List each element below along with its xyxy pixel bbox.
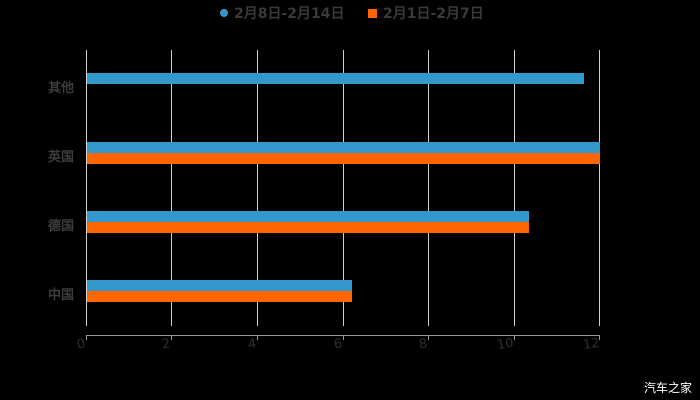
chart-legend: 2月8日-2月14日 2月1日-2月7日: [0, 3, 700, 23]
gridline: [86, 50, 87, 326]
legend-square-icon: [368, 8, 377, 18]
category-label: 德国: [48, 219, 75, 234]
legend-item-week1[interactable]: 2月1日-2月7日: [368, 3, 484, 23]
bar-china-week2[interactable]: [87, 280, 352, 291]
bar-germany-week2[interactable]: [87, 211, 529, 222]
x-tick-label: 6: [332, 336, 344, 353]
x-tick-label: 0: [75, 336, 87, 353]
gridline: [343, 50, 344, 326]
x-tick: [343, 335, 344, 340]
gridline: [257, 50, 258, 326]
x-tick: [599, 335, 600, 340]
category-label: 中国: [48, 288, 75, 303]
bar-uk-week2[interactable]: [87, 142, 600, 153]
x-tick: [86, 335, 87, 340]
bar-china-week1[interactable]: [87, 291, 352, 302]
x-tick: [428, 335, 429, 340]
x-tick-label: 12: [582, 335, 601, 354]
legend-label: 2月8日-2月14日: [234, 6, 345, 22]
x-tick-label: 2: [160, 336, 172, 353]
bar-uk-week1[interactable]: [87, 153, 600, 164]
x-tick-label: 10: [496, 335, 515, 354]
gridline: [428, 50, 429, 326]
x-tick: [514, 335, 515, 340]
legend-label: 2月1日-2月7日: [383, 6, 484, 22]
legend-item-week2[interactable]: 2月8日-2月14日: [220, 3, 345, 23]
gridline: [514, 50, 515, 326]
x-tick: [171, 335, 172, 340]
watermark: 汽车之家: [643, 381, 692, 395]
gridline: [599, 50, 600, 326]
x-tick-label: 4: [246, 336, 258, 353]
bar-germany-week1[interactable]: [87, 222, 529, 233]
bar-other-week2[interactable]: [87, 73, 584, 84]
gridline: [171, 50, 172, 326]
x-tick-label: 8: [417, 336, 429, 353]
category-label: 其他: [48, 81, 75, 96]
x-tick: [257, 335, 258, 340]
category-label: 英国: [48, 150, 75, 165]
legend-circle-icon: [220, 9, 228, 17]
